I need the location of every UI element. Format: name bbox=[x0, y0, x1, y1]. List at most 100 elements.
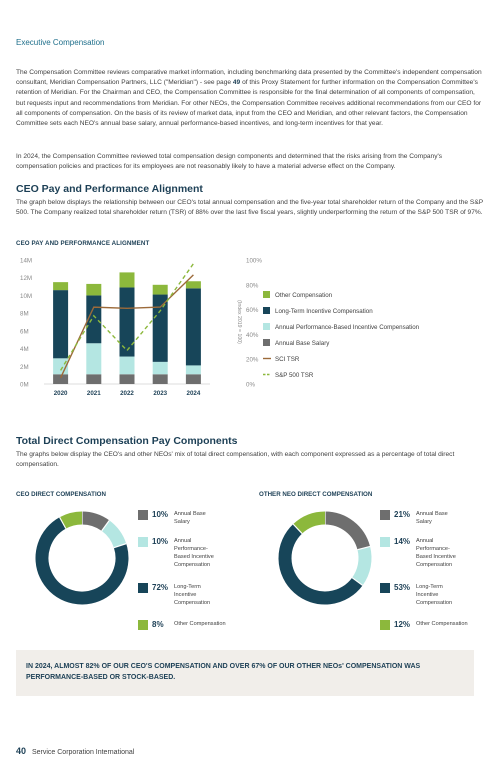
bar-segment-annual-base-salary bbox=[185, 374, 201, 384]
donut-slice-other-compensation bbox=[59, 511, 83, 529]
bar-segment-annual-base-salary bbox=[86, 374, 102, 384]
other-swatch bbox=[138, 620, 148, 630]
legend-label: Annual Performance-Based Incentive Compe… bbox=[275, 324, 420, 331]
neo-api-pct: 14% bbox=[394, 537, 411, 546]
donut-slice-long-term-incentive-compensation bbox=[35, 517, 129, 605]
neo-donut-title: OTHER NEO DIRECT COMPENSATION bbox=[259, 491, 373, 498]
y-tick-left: 6M bbox=[20, 328, 29, 335]
ceo-base-label: Annual Base Salary bbox=[174, 511, 206, 525]
donut-slice-annual-base-salary bbox=[324, 511, 371, 550]
ceo-legend-other: 8% Other Compensation bbox=[138, 620, 244, 630]
paragraph-meridian: The Compensation Committee reviews compa… bbox=[16, 68, 484, 129]
bar-segment-annual-base-salary bbox=[53, 374, 69, 384]
y-tick-left: 14M bbox=[20, 258, 32, 265]
ceo-other-label: Other Compensation bbox=[174, 621, 226, 627]
section-header: Executive Compensation bbox=[16, 38, 105, 47]
ceo-base-pct: 10% bbox=[152, 510, 169, 519]
donut-separator bbox=[113, 543, 127, 549]
y-tick-right: 80% bbox=[246, 282, 259, 289]
neo-legend-other: 12% Other Compensation bbox=[380, 620, 482, 630]
legend-swatch bbox=[263, 339, 270, 346]
x-tick-label: 2021 bbox=[87, 390, 101, 397]
y-tick-left: 2M bbox=[20, 364, 29, 371]
line-s-p-500-tsr bbox=[60, 263, 194, 371]
legend-swatch bbox=[263, 323, 270, 330]
bar-segment-other-compensation bbox=[53, 282, 69, 291]
page-footer: 40 Service Corporation International bbox=[16, 746, 134, 756]
donut-separator bbox=[351, 577, 363, 586]
base-salary-swatch bbox=[380, 510, 390, 520]
ceo-api-label: Annual Performance-Based Incentive Compe… bbox=[174, 538, 214, 568]
bar-segment-annual-performance-based-incentive-compensation bbox=[86, 343, 102, 375]
y-tick-right: 20% bbox=[246, 357, 259, 364]
donut-separator bbox=[292, 523, 303, 534]
donut-slice-long-term-incentive-compensation bbox=[278, 524, 363, 605]
legend-swatch bbox=[263, 307, 270, 314]
legend-label: Long-Term Incentive Compensation bbox=[275, 308, 373, 315]
donut-separator bbox=[101, 520, 110, 532]
bar-segment-other-compensation bbox=[185, 281, 201, 289]
ceo-other-pct: 8% bbox=[152, 620, 164, 629]
paragraph-meridian-part1: The Compensation Committee reviews compa… bbox=[16, 69, 482, 87]
neo-legend-lti: 53% Long-Term Incentive Compensation bbox=[380, 583, 462, 607]
bar-segment-annual-performance-based-incentive-compensation bbox=[152, 361, 168, 375]
y-axis-label-right: (Index 2019 = 100) bbox=[236, 300, 242, 344]
page-reference-link[interactable]: 49 bbox=[232, 79, 241, 87]
ceo-lti-label: Long-Term Incentive Compensation bbox=[174, 584, 211, 606]
neo-legend-api: 14% Annual Performance-Based Incentive C… bbox=[380, 537, 462, 569]
donut-separator bbox=[357, 545, 371, 551]
pay-performance-chart: 14M 12M 10M 8M 6M 4M 2M 0M 100% 80% 60% 40% 20% 0% (In… bbox=[20, 258, 420, 398]
y-tick-left: 4M bbox=[20, 346, 29, 353]
bar-segment-annual-base-salary bbox=[119, 374, 135, 384]
performance-callout: IN 2024, ALMOST 82% OF OUR CEO'S COMPENS… bbox=[16, 650, 474, 696]
api-swatch bbox=[138, 537, 148, 547]
ceo-legend-base: 10% Annual Base Salary bbox=[138, 510, 220, 526]
donut-separator bbox=[59, 516, 67, 529]
neo-lti-label: Long-Term Incentive Compensation bbox=[416, 584, 453, 606]
legend-label: Other Compensation bbox=[275, 292, 333, 299]
donut-slice-annual-performance-based-incentive-compensation bbox=[351, 546, 372, 586]
bar-segment-long-term-incentive-compensation bbox=[152, 294, 168, 362]
neo-donut-chart bbox=[278, 511, 372, 605]
ceo-donut-title: CEO DIRECT COMPENSATION bbox=[16, 491, 106, 498]
base-salary-swatch bbox=[138, 510, 148, 520]
api-swatch bbox=[380, 537, 390, 547]
y-tick-right: 60% bbox=[246, 307, 259, 314]
bar-segment-annual-performance-based-incentive-compensation bbox=[119, 356, 135, 375]
ceo-legend-lti: 72% Long-Term Incentive Compensation bbox=[138, 583, 220, 607]
alignment-body: The graph below displays the relationshi… bbox=[16, 199, 484, 217]
tdc-heading: Total Direct Compensation Pay Components bbox=[16, 435, 238, 447]
legend-label: S&P 500 TSR bbox=[275, 372, 314, 379]
donut-slice-other-compensation bbox=[293, 511, 326, 534]
neo-base-label: Annual Base Salary bbox=[416, 511, 448, 525]
legend-swatch bbox=[263, 291, 270, 298]
company-name: Service Corporation International bbox=[31, 749, 135, 756]
legend-label: SCI TSR bbox=[275, 356, 300, 363]
line-sci-tsr bbox=[59, 274, 194, 379]
lti-swatch bbox=[138, 583, 148, 593]
bar-segment-other-compensation bbox=[152, 284, 168, 295]
other-swatch bbox=[380, 620, 390, 630]
bar-segment-other-compensation bbox=[119, 272, 135, 288]
neo-api-label: Annual Performance-Based Incentive Compe… bbox=[416, 538, 456, 568]
alignment-heading: CEO Pay and Performance Alignment bbox=[16, 183, 203, 195]
bar-segment-long-term-incentive-compensation bbox=[185, 288, 201, 366]
neo-base-pct: 21% bbox=[394, 510, 411, 519]
y-tick-left: 8M bbox=[20, 311, 29, 318]
x-tick-label: 2022 bbox=[120, 390, 134, 397]
page-number: 40 bbox=[16, 746, 27, 756]
neo-lti-pct: 53% bbox=[394, 583, 411, 592]
bar-segment-long-term-incentive-compensation bbox=[53, 290, 69, 359]
ceo-donut-chart bbox=[35, 511, 129, 605]
bar-segment-annual-performance-based-incentive-compensation bbox=[185, 365, 201, 375]
y-tick-right: 0% bbox=[246, 382, 255, 389]
paragraph-meridian-part2: of this Proxy Statement for further info… bbox=[16, 79, 482, 128]
y-tick-right: 40% bbox=[246, 332, 259, 339]
ceo-legend-api: 10% Annual Performance-Based Incentive C… bbox=[138, 537, 220, 569]
y-tick-right: 100% bbox=[246, 258, 262, 265]
neo-legend-base: 21% Annual Base Salary bbox=[380, 510, 462, 526]
y-tick-left: 10M bbox=[20, 293, 32, 300]
x-tick-label: 2024 bbox=[187, 390, 201, 397]
neo-other-label: Other Compensation bbox=[416, 621, 468, 627]
y-tick-left: 0M bbox=[20, 382, 29, 389]
